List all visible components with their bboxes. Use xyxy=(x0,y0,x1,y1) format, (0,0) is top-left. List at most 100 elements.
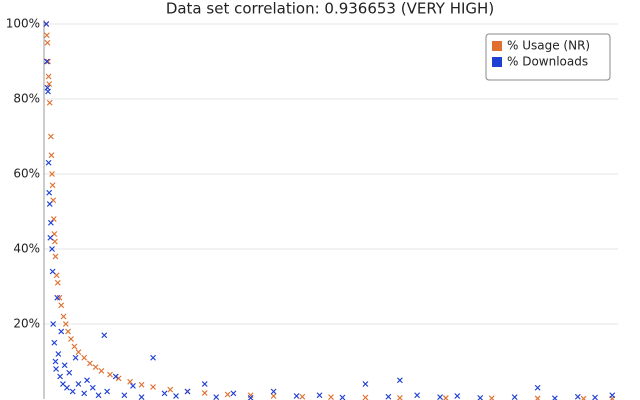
point xyxy=(396,377,403,384)
point xyxy=(49,171,55,177)
point xyxy=(127,378,134,385)
point xyxy=(62,321,69,327)
legend-swatch xyxy=(492,57,502,67)
point xyxy=(551,395,558,400)
point xyxy=(247,392,254,399)
point xyxy=(107,371,113,378)
point xyxy=(86,360,93,367)
point xyxy=(75,381,82,387)
point xyxy=(51,339,58,346)
point xyxy=(60,313,67,320)
y-tick-label: 100% xyxy=(6,17,40,31)
point xyxy=(65,328,72,335)
point xyxy=(580,395,587,400)
point xyxy=(173,393,179,399)
point xyxy=(442,395,449,400)
point xyxy=(184,388,191,395)
point xyxy=(89,384,96,391)
point xyxy=(224,391,231,398)
point xyxy=(511,394,518,400)
point xyxy=(270,388,277,395)
point xyxy=(72,354,79,361)
point xyxy=(68,336,74,342)
legend-label: % Downloads xyxy=(507,55,588,69)
point xyxy=(64,384,70,391)
point xyxy=(138,394,145,400)
point xyxy=(534,384,541,391)
y-tick-label: 40% xyxy=(13,242,40,256)
point xyxy=(201,390,208,396)
point xyxy=(362,394,369,400)
point xyxy=(316,392,323,399)
point xyxy=(138,381,145,388)
point xyxy=(45,159,52,166)
point xyxy=(51,238,58,245)
point xyxy=(44,39,51,46)
point xyxy=(47,219,54,226)
point xyxy=(98,367,105,374)
point xyxy=(75,349,82,356)
point xyxy=(574,393,581,400)
point xyxy=(81,354,88,361)
point xyxy=(213,394,220,400)
point xyxy=(61,362,68,369)
point xyxy=(56,294,63,301)
legend-label: % Usage (NR) xyxy=(507,39,590,53)
point xyxy=(57,373,63,380)
point xyxy=(609,392,616,399)
point xyxy=(54,279,61,286)
point xyxy=(81,390,88,397)
point xyxy=(46,201,53,207)
point xyxy=(101,332,108,339)
point xyxy=(150,354,156,361)
point xyxy=(58,302,65,309)
point xyxy=(50,321,57,327)
point xyxy=(43,58,50,65)
point xyxy=(592,394,598,400)
point xyxy=(47,234,54,241)
point xyxy=(396,394,403,400)
point xyxy=(385,393,392,400)
chart-title: Data set correlation: 0.936653 (VERY HIG… xyxy=(166,0,494,18)
point xyxy=(55,351,62,357)
point xyxy=(230,390,237,397)
point xyxy=(50,216,57,222)
point xyxy=(58,328,65,335)
point xyxy=(95,392,102,399)
point xyxy=(534,395,541,400)
point xyxy=(112,373,119,380)
point xyxy=(49,246,55,252)
point xyxy=(362,381,369,387)
point xyxy=(115,375,122,382)
point xyxy=(46,99,53,106)
point xyxy=(47,133,54,140)
legend-swatch xyxy=(492,41,502,51)
point xyxy=(71,343,78,350)
point xyxy=(293,393,300,399)
point xyxy=(69,388,76,395)
point xyxy=(104,388,111,395)
point xyxy=(167,386,174,393)
point xyxy=(161,390,168,397)
point xyxy=(488,395,495,400)
point xyxy=(477,394,484,400)
point xyxy=(54,294,61,301)
point xyxy=(328,394,334,400)
point xyxy=(45,73,52,80)
point xyxy=(150,384,156,390)
point xyxy=(201,381,208,387)
point xyxy=(299,393,306,400)
point xyxy=(52,253,59,260)
point xyxy=(414,392,421,399)
legend-box xyxy=(485,33,611,81)
point xyxy=(84,377,90,384)
point xyxy=(121,392,128,399)
point xyxy=(43,21,50,27)
point xyxy=(52,358,59,365)
point xyxy=(45,88,51,95)
point xyxy=(339,394,346,400)
point xyxy=(437,394,443,400)
point xyxy=(92,364,99,371)
point xyxy=(454,393,461,399)
